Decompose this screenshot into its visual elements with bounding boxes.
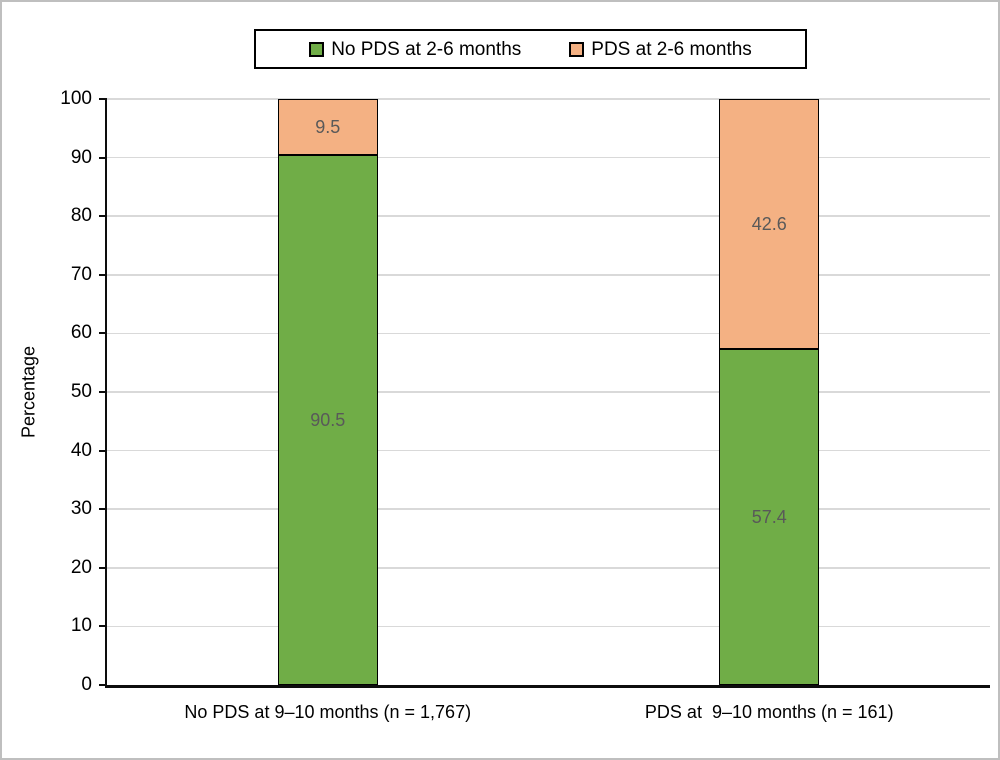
y-tick-label-90: 90 <box>70 146 92 168</box>
gridline-30 <box>107 508 990 510</box>
y-tick-label-50: 50 <box>70 381 92 402</box>
legend-swatch-orange-icon <box>569 41 585 57</box>
y-tick-label-70: 70 <box>70 263 92 285</box>
y-tick-40 <box>99 449 107 452</box>
y-tick-30 <box>99 508 107 511</box>
y-tick-label-100: 100 <box>60 88 92 109</box>
y-tick-10 <box>99 625 107 628</box>
y-tick-label-10: 10 <box>70 615 92 637</box>
bar-1-segment-1 <box>719 99 820 349</box>
y-tick-label-60: 60 <box>70 322 92 344</box>
gridline-10 <box>107 625 990 628</box>
y-tick-label-80: 80 <box>70 205 92 227</box>
y-tick-label-40: 40 <box>70 439 92 461</box>
legend: No PDS at 2-6 months PDS at 2-6 months <box>254 29 807 69</box>
y-tick-label-30: 30 <box>70 498 92 520</box>
legend-swatch-green-icon <box>309 41 325 57</box>
gridline-40 <box>107 449 990 452</box>
gridline-60 <box>107 332 990 335</box>
gridline-80 <box>107 215 990 217</box>
bar-1-segment-0 <box>719 348 820 685</box>
y-tick-20 <box>99 566 107 569</box>
bar-0-label-0: 90.5 <box>310 409 346 430</box>
y-tick-100 <box>99 98 107 100</box>
x-axis-line <box>104 685 990 688</box>
y-tick-90 <box>99 156 107 159</box>
legend-label-pds: PDS at 2-6 months <box>591 38 752 60</box>
gridline-100 <box>107 98 990 100</box>
gridline-20 <box>107 567 990 569</box>
legend-item-pds: PDS at 2-6 months <box>569 40 752 59</box>
bar-0-segment-1 <box>277 99 378 155</box>
bar-1-label-0: 57.4 <box>751 506 787 527</box>
y-tick-label-0: 0 <box>81 674 92 695</box>
gridline-90 <box>107 156 990 159</box>
bar-1-label-1: 42.6 <box>751 213 787 234</box>
gridline-50 <box>107 391 990 393</box>
y-tick-80 <box>99 215 107 218</box>
x-category-label-0: No PDS at 9–10 months (n = 1,767) <box>184 702 472 722</box>
y-tick-label-20: 20 <box>70 556 92 578</box>
y-axis-line <box>104 99 107 688</box>
y-tick-60 <box>99 332 107 335</box>
y-tick-70 <box>99 273 107 276</box>
gridline-70 <box>107 274 990 276</box>
legend-label-no-pds: No PDS at 2-6 months <box>331 38 522 60</box>
y-tick-0 <box>99 684 107 686</box>
bar-0-segment-0 <box>277 154 378 685</box>
y-tick-50 <box>99 391 107 393</box>
bar-0-label-1: 9.5 <box>315 116 341 137</box>
legend-item-no-pds: No PDS at 2-6 months <box>309 40 521 59</box>
x-category-label-1: PDS at 9–10 months (n = 161) <box>644 702 894 722</box>
